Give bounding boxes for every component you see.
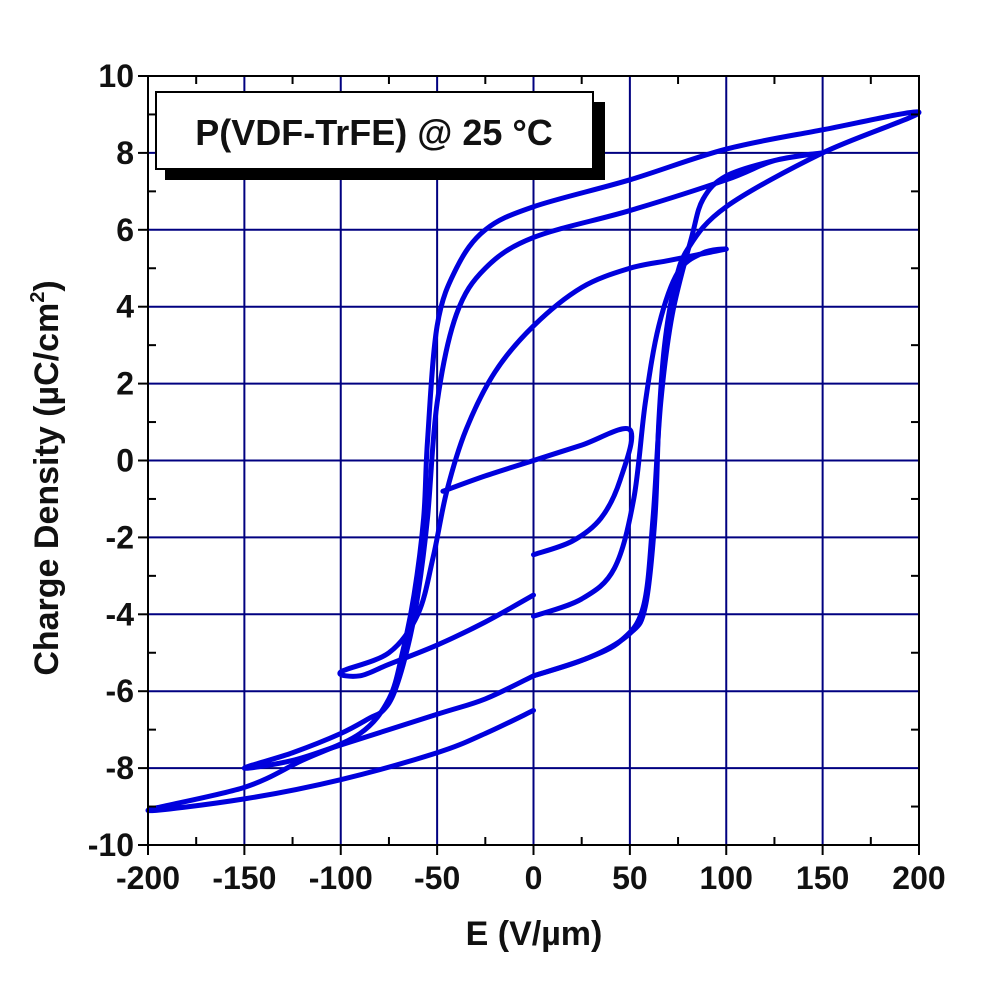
y-tick-label: -6 [106, 673, 134, 709]
x-tick-label: 100 [700, 860, 753, 896]
x-tick-label: -200 [116, 860, 180, 896]
x-tick-label: 0 [525, 860, 543, 896]
y-tick-label: 8 [116, 135, 134, 171]
y-tick-label: -4 [106, 596, 135, 632]
hysteresis-loop [337, 246, 729, 679]
x-axis-label: E (V/µm) [466, 915, 603, 953]
x-tick-label: 50 [612, 860, 648, 896]
x-tick-label: -50 [414, 860, 460, 896]
tick-labels: -200 -150 -100 -50 0 50 100 150 200 -10 -8 -6 -4 -2 0 2… [88, 58, 946, 896]
y-axis-label-close: ) [28, 280, 66, 291]
hysteresis-loop [145, 109, 922, 814]
y-tick-label: -2 [106, 519, 134, 555]
x-tick-label: -150 [212, 860, 276, 896]
x-tick-label: -100 [309, 860, 373, 896]
x-tick-label: 200 [892, 860, 945, 896]
y-tick-label: 2 [116, 366, 134, 402]
y-axis-label: Charge Density (µC/cm2) [27, 280, 66, 675]
x-tick-label: 150 [796, 860, 849, 896]
y-tick-label: -8 [106, 750, 134, 786]
y-tick-label: 10 [98, 58, 134, 94]
y-tick-label: 0 [116, 443, 134, 479]
y-tick-label: 6 [116, 212, 134, 248]
legend-frame [155, 91, 594, 170]
hysteresis-loop [440, 426, 635, 558]
y-tick-label: -10 [88, 827, 134, 863]
y-axis-label-main: Charge Density (µC/cm [28, 303, 66, 676]
legend-text: P(VDF-TrFE) @ 25 °C [195, 112, 553, 153]
curves [145, 109, 922, 814]
legend-box: P(VDF-TrFE) @ 25 °C [155, 91, 605, 180]
y-axis-label-superscript: 2 [27, 292, 49, 303]
y-tick-label: 4 [116, 289, 134, 325]
axis-ticks [138, 75, 920, 855]
